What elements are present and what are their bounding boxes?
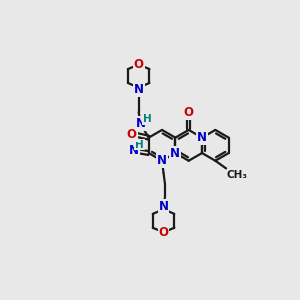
- Text: N: N: [170, 146, 180, 160]
- Text: O: O: [184, 106, 194, 119]
- Text: O: O: [127, 128, 137, 141]
- Text: N: N: [158, 200, 169, 213]
- Text: N: N: [136, 117, 146, 130]
- Text: O: O: [158, 226, 169, 239]
- Text: N: N: [197, 131, 207, 144]
- Text: CH₃: CH₃: [227, 170, 248, 180]
- Text: N: N: [157, 154, 167, 167]
- Text: H: H: [143, 114, 152, 124]
- Text: N: N: [129, 144, 139, 157]
- Text: N: N: [134, 83, 144, 96]
- Text: O: O: [134, 58, 144, 71]
- Text: H: H: [135, 140, 144, 150]
